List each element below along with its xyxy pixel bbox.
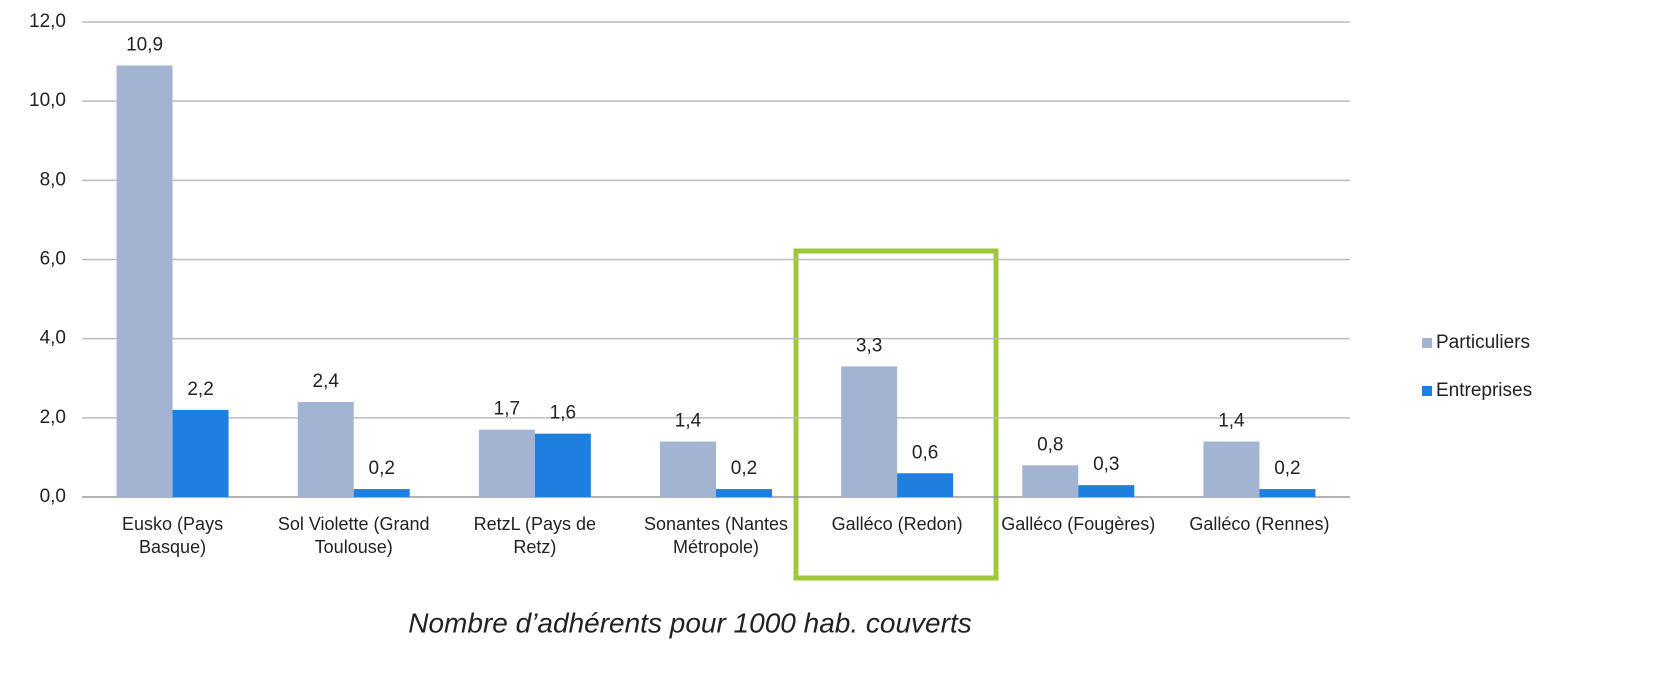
y-tick-label: 0,0 xyxy=(40,486,66,507)
legend-label: Particuliers xyxy=(1436,332,1530,353)
bar xyxy=(297,402,354,497)
y-tick-label: 4,0 xyxy=(40,328,66,349)
data-label: 0,2 xyxy=(731,458,757,479)
data-label: 1,4 xyxy=(1218,411,1245,432)
x-tick-label: Sonantes (Nantes Métropole) xyxy=(643,514,789,557)
y-tick-label: 6,0 xyxy=(40,249,66,270)
bar xyxy=(116,65,173,498)
data-label: 0,6 xyxy=(912,442,938,463)
bar xyxy=(897,473,954,497)
data-label: 0,2 xyxy=(1274,458,1300,479)
data-label: 0,2 xyxy=(369,458,395,479)
data-label: 3,3 xyxy=(856,335,882,356)
bar xyxy=(1259,489,1316,497)
data-label: 1,6 xyxy=(550,403,576,424)
data-label: 10,9 xyxy=(126,35,163,56)
data-label: 0,3 xyxy=(1093,454,1119,475)
x-tick-label: Sol Violette (Grand Toulouse) xyxy=(277,514,430,557)
legend-swatch xyxy=(1422,386,1432,396)
data-label: 0,8 xyxy=(1037,434,1063,455)
highlight-box xyxy=(793,248,999,581)
x-tick-label: RetzL (Pays de Retz) xyxy=(473,514,597,557)
y-tick-label: 12,0 xyxy=(29,11,66,32)
bar xyxy=(1203,441,1260,497)
bar xyxy=(841,366,898,497)
bar xyxy=(478,429,535,497)
y-tick-label: 2,0 xyxy=(40,407,66,428)
data-label: 2,2 xyxy=(187,379,213,400)
bar xyxy=(534,433,591,497)
bar xyxy=(716,489,772,497)
x-tick-label: Galléco (Redon) xyxy=(831,514,963,534)
bar xyxy=(1078,485,1135,497)
data-label: 1,7 xyxy=(494,399,520,420)
data-label: 2,4 xyxy=(313,371,340,392)
y-tick-label: 10,0 xyxy=(29,90,66,111)
bar xyxy=(1022,465,1079,497)
x-axis-label: Nombre d’adhérents pour 1000 hab. couver… xyxy=(408,607,971,638)
data-label: 1,4 xyxy=(675,411,702,432)
x-tick-label: Galléco (Rennes) xyxy=(1189,514,1330,534)
bar xyxy=(172,409,229,497)
bar xyxy=(660,441,716,497)
legend-label: Entreprises xyxy=(1436,380,1532,401)
legend-swatch xyxy=(1422,338,1432,348)
x-tick-label: Eusko (Pays Basque) xyxy=(122,514,224,557)
x-tick-label: Galléco (Fougères) xyxy=(1001,514,1156,534)
bar xyxy=(353,489,410,497)
y-tick-label: 8,0 xyxy=(40,169,66,190)
